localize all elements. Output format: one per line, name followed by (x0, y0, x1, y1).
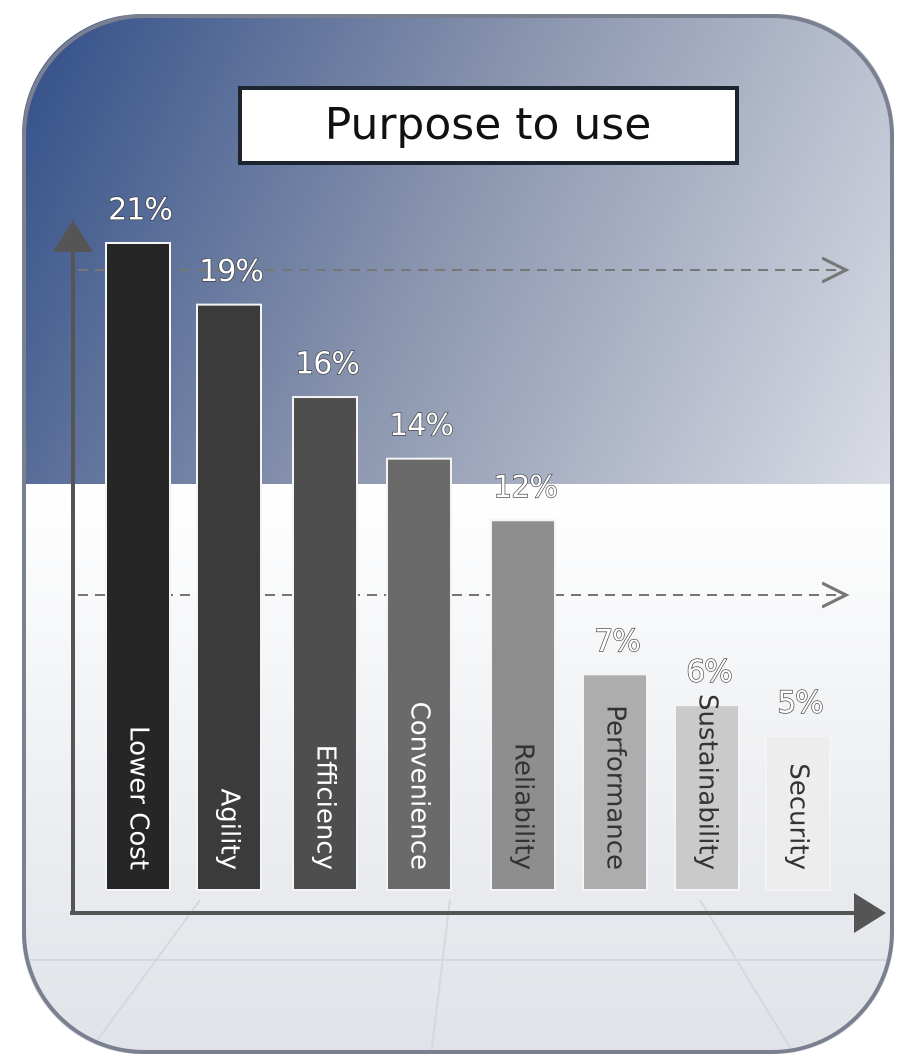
bar (105, 242, 171, 891)
value-label: 21% (108, 193, 172, 228)
bar (765, 734, 831, 892)
bar (582, 673, 648, 891)
value-label: 6% (686, 655, 732, 690)
title-box (238, 86, 739, 165)
category-label: Reliability (509, 743, 539, 870)
value-label: 14% (389, 408, 453, 443)
category-label: Sustainability (693, 694, 723, 870)
bar (674, 704, 740, 892)
value-label: 5% (777, 685, 823, 720)
value-label: 7% (594, 624, 640, 659)
chart-title: Purpose to use (325, 99, 652, 150)
category-label: Efficiency (311, 745, 341, 870)
category-label: Performance (601, 705, 631, 870)
bar (490, 519, 556, 891)
value-label: 12% (493, 470, 557, 505)
value-label: 19% (199, 254, 263, 289)
bar (386, 457, 452, 891)
category-label: Convenience (405, 702, 435, 870)
category-label: Lower Cost (124, 726, 154, 870)
category-label: Security (784, 763, 814, 870)
frame (22, 14, 894, 1054)
bars: 21% Lower Cost 19% Agility 16% Efficiency 14% C… (105, 192, 831, 892)
value-label: 16% (295, 347, 359, 382)
bar (292, 396, 358, 891)
bar (196, 303, 262, 892)
category-label: Agility (215, 788, 245, 870)
